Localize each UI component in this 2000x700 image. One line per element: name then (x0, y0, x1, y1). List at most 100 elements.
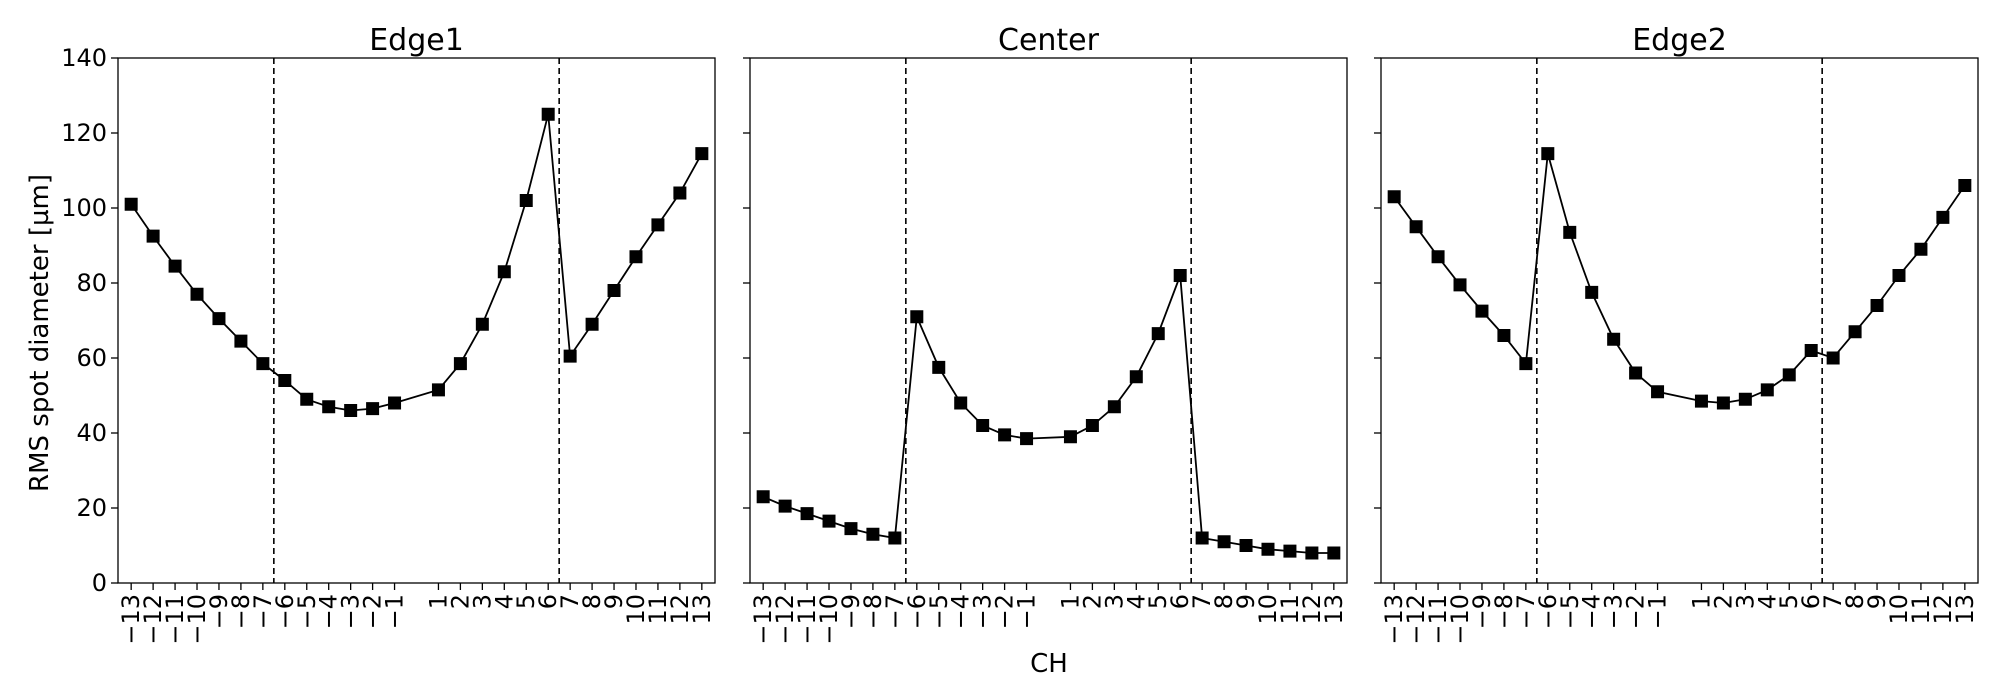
data-point (1782, 368, 1796, 382)
data-point (1870, 299, 1884, 312)
x-tick-label: 10 (1254, 594, 1282, 625)
x-tick-label: −12 (771, 594, 799, 645)
x-tick-label: −12 (1402, 594, 1430, 645)
data-point (954, 396, 968, 410)
data-point (1607, 332, 1621, 346)
x-tick-label: 7 (556, 594, 584, 609)
data-point (212, 312, 226, 326)
series-line (1393, 153, 1966, 404)
x-tick-label: −1 (381, 594, 409, 629)
x-tick-label: −2 (991, 594, 1019, 629)
x-tick-label: 11 (1276, 594, 1304, 625)
data-point (976, 419, 990, 432)
x-tick-label: 10 (1885, 594, 1913, 625)
data-point (844, 522, 858, 536)
data-point (1129, 370, 1143, 384)
x-tick-label: 6 (1166, 594, 1194, 609)
data-point (1151, 327, 1165, 341)
y-tick-label: 80 (76, 269, 107, 297)
x-tick-label: −13 (749, 594, 777, 645)
x-tick-label: −4 (315, 594, 343, 629)
data-point (1063, 430, 1077, 444)
x-tick-label: 13 (1951, 594, 1979, 625)
data-point (1958, 179, 1972, 192)
x-tick-label: −13 (1380, 594, 1408, 645)
y-tick-label: 100 (61, 194, 107, 222)
x-tick-label: 12 (1298, 594, 1326, 625)
data-point (1563, 225, 1577, 239)
data-point (1409, 220, 1423, 234)
data-point (366, 402, 380, 416)
x-tick-label: −8 (859, 594, 887, 629)
x-tick-label: −9 (837, 594, 865, 629)
axes-frame (117, 57, 716, 584)
data-point (1848, 325, 1862, 339)
axes-frame (1380, 57, 1979, 584)
x-tick-label: −6 (271, 594, 299, 629)
data-point (344, 404, 358, 417)
x-tick-label: 1 (1056, 594, 1084, 609)
data-point (1239, 539, 1253, 552)
data-point (866, 527, 880, 541)
x-tick-label: 13 (1320, 594, 1348, 625)
data-point (1541, 147, 1555, 161)
x-tick-label: −1 (1644, 594, 1672, 629)
data-point (388, 396, 402, 410)
data-point (1453, 278, 1467, 292)
x-tick-label: 2 (446, 594, 474, 609)
data-point (1431, 250, 1445, 264)
data-point (541, 107, 555, 121)
x-tick-label: 3 (1731, 594, 1759, 609)
x-tick-label: −3 (969, 594, 997, 629)
data-point (1020, 432, 1034, 446)
x-tick-label: −5 (1556, 594, 1584, 629)
data-point (1107, 400, 1121, 414)
x-tick-label: −4 (947, 594, 975, 629)
panel-center: Center−13−12−11−10−9−8−7−6−5−4−3−2−1 1234… (743, 23, 1348, 645)
data-point (629, 250, 643, 264)
data-point (519, 194, 533, 207)
x-tick-label: −8 (1490, 594, 1518, 629)
data-point (1085, 419, 1099, 432)
x-tick-label: 4 (1753, 594, 1781, 609)
x-tick-label: 10 (622, 594, 650, 625)
x-tick-label: 4 (490, 594, 518, 609)
data-point (475, 317, 489, 331)
y-tick-label: 0 (92, 569, 107, 597)
x-tick-label: 6 (534, 594, 562, 609)
data-point (673, 186, 687, 200)
data-point (1716, 396, 1730, 410)
x-tick-label: −10 (183, 594, 211, 645)
x-tick-label: −1 (1013, 594, 1041, 629)
data-point (1629, 366, 1643, 380)
x-tick-label: 5 (512, 594, 540, 609)
data-point (453, 357, 467, 371)
data-point (1305, 546, 1319, 560)
data-point (756, 490, 770, 504)
x-tick-label: 12 (1929, 594, 1957, 625)
x-tick-label: 8 (1210, 594, 1238, 609)
x-tick-label: 1 (424, 594, 452, 609)
data-point (190, 287, 204, 301)
data-point (497, 265, 511, 279)
data-point (124, 197, 138, 211)
x-tick-label: −12 (139, 594, 167, 645)
x-tick-label: −5 (925, 594, 953, 629)
data-point (1892, 269, 1906, 282)
x-axis-label: CH (1030, 649, 1068, 679)
data-point (651, 218, 665, 232)
x-tick-label: −2 (1622, 594, 1650, 629)
x-tick-label: −6 (903, 594, 931, 629)
data-point (168, 259, 182, 273)
x-tick-label: 6 (1797, 594, 1825, 609)
x-tick-label: 3 (468, 594, 496, 609)
data-point (778, 499, 792, 513)
panel-edge2: Edge2−13−12−11−10−9−8−7−6−5−4−3−2−1 12345… (1374, 23, 1979, 645)
x-tick-label: 9 (1232, 594, 1260, 609)
data-point (822, 514, 836, 528)
data-point (563, 349, 577, 363)
data-point (1738, 392, 1752, 406)
data-point (1217, 535, 1231, 549)
data-point (1585, 285, 1599, 299)
